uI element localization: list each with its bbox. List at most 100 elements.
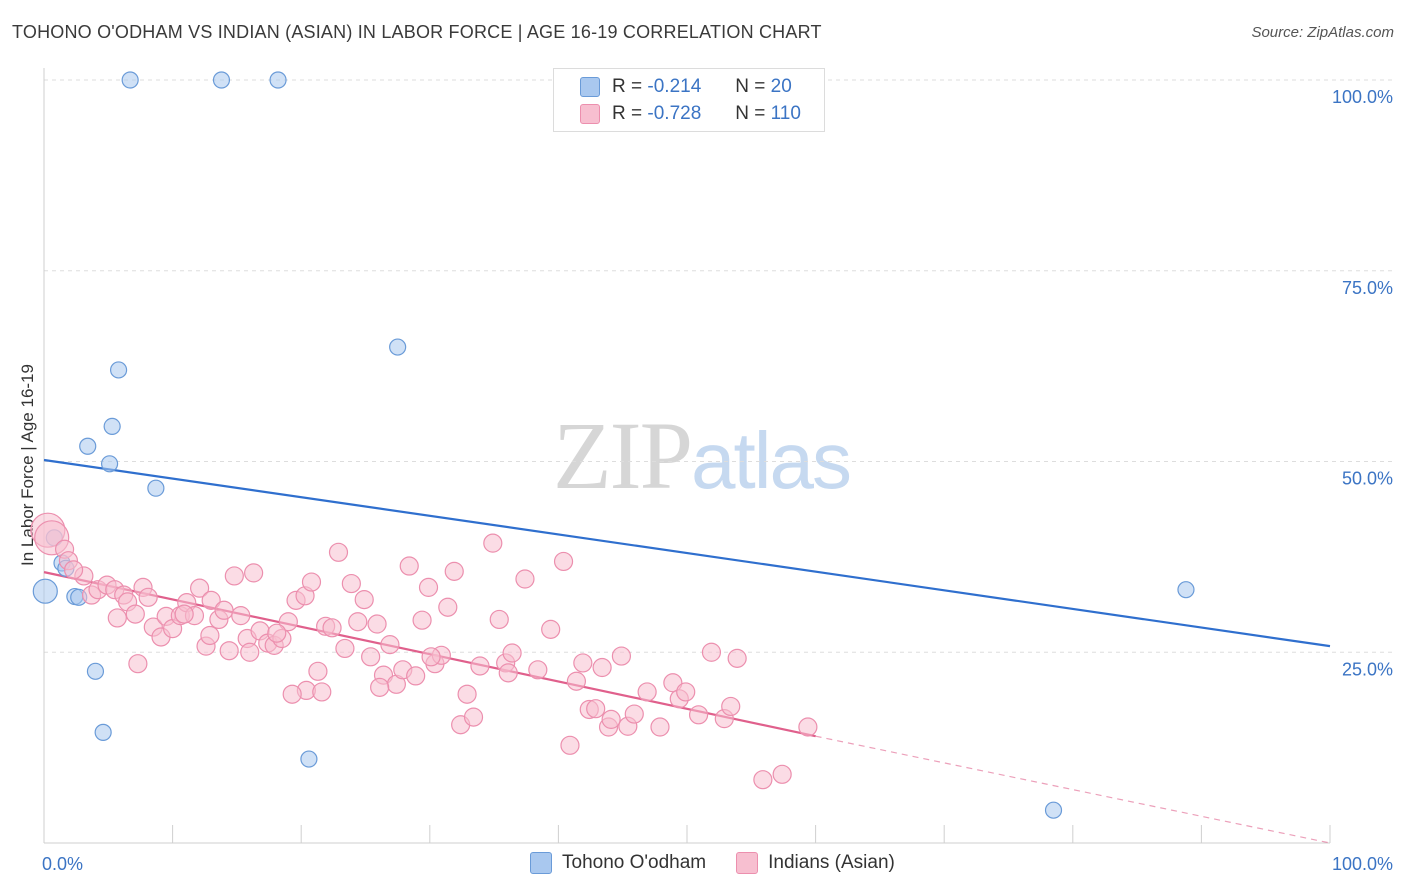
point-indians [370,677,390,697]
point-indians [418,577,439,597]
point-indians [753,770,773,790]
legend-swatch-indians [580,104,600,124]
x-tick-label: 0.0% [42,854,83,874]
point-indians [721,696,741,717]
stats-legend: R = -0.214 N = 20 R = -0.728 N = 110 [553,68,825,132]
point-indians [586,699,606,719]
legend-r-label: R = [612,76,643,97]
point-indians [341,573,361,594]
point-indians [335,638,355,659]
point-indians [380,635,400,655]
point-indians [601,709,621,729]
point-indians [125,604,145,624]
trend-line-tohono [43,458,1331,648]
y-tick-label: 50.0% [1342,469,1393,489]
point-tohono [212,71,231,89]
point-indians [688,705,709,725]
y-tick-label: 25.0% [1342,659,1393,679]
point-indians [138,587,158,607]
point-indians [444,561,464,581]
point-tohono [103,417,121,436]
point-indians [566,671,587,691]
chart-title: TOHONO O'ODHAM VS INDIAN (ASIAN) IN LABO… [12,22,822,42]
point-indians [463,707,484,727]
point-tohono [389,338,407,356]
point-indians [438,597,458,617]
point-indians [312,682,332,702]
point-indians [328,542,349,562]
legend-label-indians: Indians (Asian) [768,852,895,873]
point-indians [361,647,381,667]
legend-swatch-tohono [580,77,600,97]
legend-n-value: 110 [770,103,801,124]
point-indians [701,642,722,662]
legend-item-indians[interactable]: Indians (Asian) [736,852,895,874]
point-tohono [94,723,112,741]
point-indians [483,533,503,553]
legend-row-indians: R = -0.728 N = 110 [580,102,801,126]
legend-item-tohono[interactable]: Tohono O'odham [530,852,706,874]
point-indians [515,569,535,589]
point-indians [727,648,747,668]
y-tick-label: 100.0% [1332,87,1393,107]
point-indians [592,657,612,678]
point-indians [322,618,342,638]
point-indians [650,717,670,737]
point-indians [224,566,244,586]
point-tohono [300,750,318,768]
tick-labels: 25.0% 50.0% 75.0% 100.0% 0.0% 100.0% [42,87,1393,874]
point-tohono [109,361,128,379]
point-indians [219,641,239,661]
series-legend: Tohono O'odham Indians (Asian) [530,852,925,874]
y-tick-label: 75.0% [1342,278,1393,298]
point-indians [200,625,220,646]
axes [43,68,1331,844]
point-indians [528,660,548,680]
point-indians [301,572,322,592]
data-points [30,71,1195,819]
point-tohono [32,578,58,604]
point-indians [348,612,368,632]
point-indians [421,647,441,667]
watermark: ZIPatlas [553,400,852,511]
point-tohono [147,479,165,497]
point-indians [267,623,287,643]
point-indians [174,604,194,624]
point-indians [457,684,477,704]
legend-label-tohono: Tohono O'odham [562,852,707,873]
point-indians [128,654,148,674]
x-tick-label: 100.0% [1332,854,1393,874]
point-indians [412,610,432,630]
legend-swatch-indians [736,852,759,874]
legend-r-value: -0.214 [647,76,702,97]
watermark-zip: ZIP [553,402,693,509]
point-indians [502,643,522,663]
point-indians [611,646,632,666]
watermark-atlas: atlas [691,416,852,505]
point-indians [798,717,818,737]
point-indians [772,764,792,784]
point-indians [676,682,696,702]
point-tohono [1177,581,1195,599]
point-tohono [121,71,139,89]
point-tohono [1044,801,1063,819]
legend-row-tohono: R = -0.214 N = 20 [580,75,792,99]
point-indians [244,563,264,583]
legend-n-label: N = [735,103,766,124]
source-label: Source: ZipAtlas.com [1251,24,1394,41]
point-indians [354,590,374,610]
point-indians [107,608,127,628]
point-indians [406,666,426,686]
point-tohono [79,437,97,455]
point-indians [63,560,84,580]
point-indians [367,614,387,634]
point-indians [624,704,644,724]
point-indians [282,684,302,704]
legend-r-value: -0.728 [647,103,702,124]
point-tohono [100,455,119,473]
point-indians [190,578,210,598]
point-indians [399,556,419,576]
point-tohono [86,662,105,680]
legend-n-label: N = [735,76,766,97]
